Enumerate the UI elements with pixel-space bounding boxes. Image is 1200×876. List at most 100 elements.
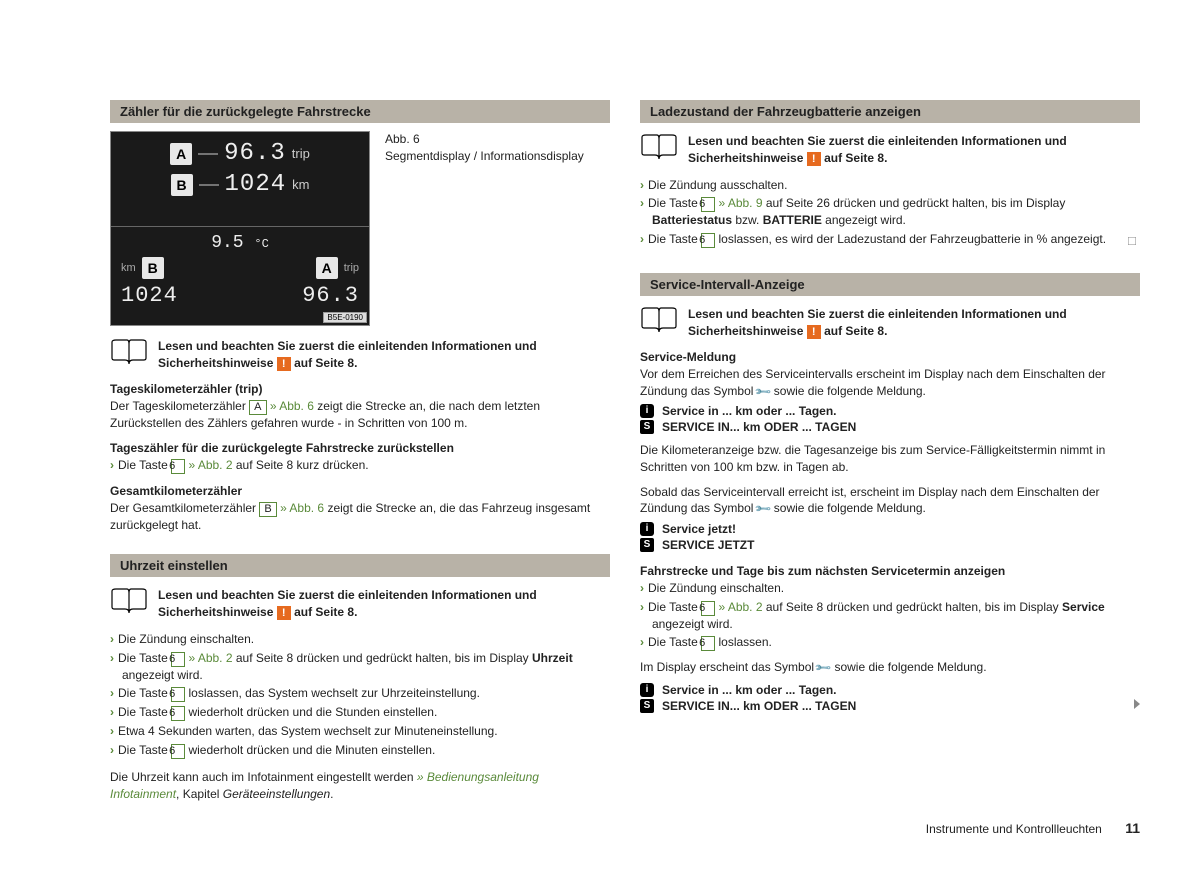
ref-link[interactable]: » Abb. 9 [715,196,762,210]
book-icon [640,306,678,337]
display-trip-label: trip [292,146,310,161]
step-clock-6: ›Die Taste 6 wiederholt drücken und die … [110,742,610,759]
indicator-5-text: Service in ... km oder ... Tagen. [662,683,837,697]
continue-arrow-icon [1134,699,1140,709]
indicator-row-5: i Service in ... km oder ... Tagen. [640,683,1140,697]
display-km-value: 1024 [225,171,287,198]
next-service-heading: Fahrstrecke und Tage bis zum nächsten Se… [640,564,1140,578]
total-counter-heading: Gesamtkilometerzähler [110,484,610,498]
display-temp-value: 9.5 [211,233,243,253]
display-bottom-km-value: 1024 [121,283,178,308]
figure-label: Abb. 6 [385,132,420,146]
display-temp-unit: °C [254,237,268,251]
indicator-row-2: S SERVICE IN... km ODER ... TAGEN [640,420,1140,434]
info-box-3: Lesen und beachten Sie zuerst die einlei… [640,133,1140,167]
service-p3: Sobald das Serviceintervall erreicht ist… [640,484,1140,518]
figure-6-row: A 96.3 trip B 1024 km [110,131,610,326]
display-bottom-trip-label: trip [344,262,359,274]
ref-link-abb6[interactable]: » Abb. 6 [267,399,314,413]
service-p2: Die Kilometeranzeige bzw. die Tagesanzei… [640,442,1140,476]
indicator-s-icon: S [640,538,654,552]
step-clock-3: ›Die Taste 6 loslassen, das System wechs… [110,685,610,702]
step-clock-5: ›Etwa 4 Sekunden warten, das System wech… [110,723,610,740]
ref-link-abb6b[interactable]: » Abb. 6 [277,501,324,515]
indicator-i-icon: i [640,683,654,697]
service-message-heading: Service-Meldung [640,350,1140,364]
section-header-odometer: Zähler für die zurückgelegte Fahrstrecke [110,100,610,123]
end-box-icon [1128,237,1136,245]
book-icon [110,587,148,618]
indicator-row-4: S SERVICE JETZT [640,538,1140,552]
step-next-2: ›Die Taste 6 » Abb. 2 auf Seite 8 drücke… [640,599,1140,633]
footer-page-number: 11 [1125,820,1140,836]
ref-link[interactable]: » Abb. 2 [185,651,232,665]
section-header-service: Service-Intervall-Anzeige [640,273,1140,296]
left-column: Zähler für die zurückgelegte Fahrstrecke… [110,100,610,807]
next-service-steps: ›Die Zündung einschalten. ›Die Taste 6 »… [640,580,1140,652]
info-ref-1: auf Seite 8. [291,356,358,370]
step-next-1: ›Die Zündung einschalten. [640,580,1140,597]
total-counter-text: Der Gesamtkilometerzähler B » Abb. 6 zei… [110,500,610,534]
indicator-row-3: i Service jetzt! [640,522,1140,536]
indicator-row-6: S SERVICE IN... km ODER ... TAGEN [640,699,1140,713]
display-km-label: km [292,177,309,192]
trip-counter-text: Der Tageskilometerzähler A » Abb. 6 zeig… [110,398,610,432]
book-icon [640,133,678,164]
ref-link[interactable]: » Abb. 2 [715,600,762,614]
display-trip-value: 96.3 [224,140,286,167]
footer-chapter: Instrumente und Kontrollleuchten [926,822,1102,836]
warning-icon: ! [807,152,821,166]
indicator-i-icon: i [640,404,654,418]
image-id-label: B5E-0190 [323,312,367,323]
display-bottom-km-label: km [121,262,136,274]
step-clock-4: ›Die Taste 6 wiederholt drücken und die … [110,704,610,721]
indicator-6-text: SERVICE IN... km ODER ... TAGEN [662,699,856,713]
figure-6-display: A 96.3 trip B 1024 km [110,131,370,326]
clock-steps: ›Die Zündung einschalten. ›Die Taste 6 »… [110,631,610,759]
indicator-2-text: SERVICE IN... km ODER ... TAGEN [662,420,856,434]
battery-steps: ›Die Zündung ausschalten. ›Die Taste 6 »… [640,177,1140,249]
indicator-row-1: i Service in ... km oder ... Tagen. [640,404,1140,418]
step-bat-3: ›Die Taste 6 loslassen, es wird der Lade… [640,231,1140,248]
service-p4: Im Display erscheint das Symbol 🔧 sowie … [640,659,1140,676]
connector-line-icon [198,143,218,165]
indicator-i-icon: i [640,522,654,536]
warning-icon: ! [277,606,291,620]
step-clock-2: ›Die Taste 6 » Abb. 2 auf Seite 8 drücke… [110,650,610,684]
figure-6-caption: Abb. 6 Segmentdisplay / Informationsdisp… [385,131,584,326]
info-ref-4: auf Seite 8. [821,324,888,338]
service-p1: Vor dem Erreichen des Serviceintervalls … [640,366,1140,400]
info-ref-2: auf Seite 8. [291,605,358,619]
warning-icon: ! [807,325,821,339]
key-b: B [259,502,276,517]
section-header-clock: Uhrzeit einstellen [110,554,610,577]
page-footer: Instrumente und Kontrollleuchten 11 [926,820,1140,836]
display-label-a: A [170,143,192,165]
book-icon [110,338,148,369]
section-header-battery: Ladezustand der Fahrzeugbatterie anzeige… [640,100,1140,123]
step-clock-1: ›Die Zündung einschalten. [110,631,610,648]
info-box-4: Lesen und beachten Sie zuerst die einlei… [640,306,1140,340]
step-bat-1: ›Die Zündung ausschalten. [640,177,1140,194]
ref-link-abb2[interactable]: » Abb. 2 [185,458,232,472]
step-bat-2: ›Die Taste 6 » Abb. 9 auf Seite 26 drück… [640,195,1140,229]
connector-line-icon [199,174,219,196]
step-reset: ›Die Taste 6 » Abb. 2 auf Seite 8 kurz d… [110,457,610,474]
info-ref-3: auf Seite 8. [821,151,888,165]
trip-counter-heading: Tageskilometerzähler (trip) [110,382,610,396]
clock-note: Die Uhrzeit kann auch im Infotainment ei… [110,769,610,803]
indicator-s-icon: S [640,420,654,434]
trip-reset-heading: Tageszähler für die zurückgelegte Fahrst… [110,441,610,455]
indicator-3-text: Service jetzt! [662,522,736,536]
indicator-4-text: SERVICE JETZT [662,538,754,552]
right-column: Ladezustand der Fahrzeugbatterie anzeige… [640,100,1140,807]
indicator-s-icon: S [640,699,654,713]
info-box-2: Lesen und beachten Sie zuerst die einlei… [110,587,610,621]
display-label-b: B [171,174,193,196]
display-bottom-b: B [142,257,164,279]
key-6: 6 [171,459,185,474]
display-bottom-trip-value: 96.3 [302,283,359,308]
display-bottom-a: A [316,257,338,279]
step-next-3: ›Die Taste 6 loslassen. [640,634,1140,651]
key-a: A [249,400,266,415]
